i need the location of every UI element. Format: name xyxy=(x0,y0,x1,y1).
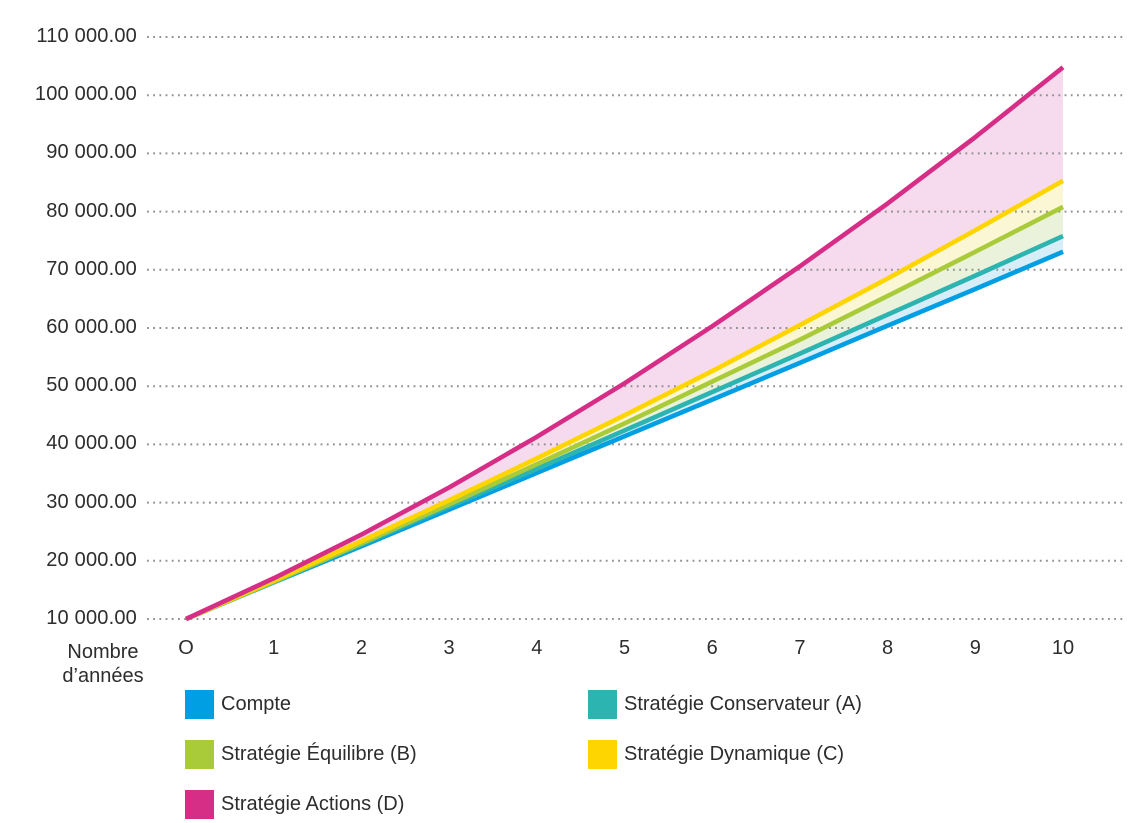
x-tick-label: 7 xyxy=(794,637,806,659)
x-tick-label: 3 xyxy=(443,637,455,659)
legend: Compte Stratégie Conservateur (A) Stratégi… xyxy=(185,690,862,819)
legend-item-compte: Compte xyxy=(185,690,588,719)
x-tick-label: 1 xyxy=(268,637,280,659)
y-tick-label: 80 000.00 xyxy=(46,199,137,222)
x-tick-label: 9 xyxy=(969,637,981,659)
legend-label: Stratégie Dynamique (C) xyxy=(624,743,845,765)
legend-label: Compte xyxy=(221,693,292,715)
legend-swatch-compte xyxy=(185,690,214,719)
legend-swatch-conservateur xyxy=(588,690,617,719)
x-tick-label: O xyxy=(178,637,194,659)
y-tick-label: 70 000.00 xyxy=(46,257,137,280)
legend-swatch-equilibre xyxy=(185,740,214,769)
y-tick-label: 50 000.00 xyxy=(46,374,137,397)
legend-label: Stratégie Actions (D) xyxy=(221,793,405,815)
series-line-dynamique xyxy=(185,178,1065,622)
x-tick-label: 4 xyxy=(531,637,543,659)
legend-swatch-dynamique xyxy=(588,740,617,769)
legend-item-conservateur: Stratégie Conservateur (A) xyxy=(588,690,862,719)
y-tick-label: 110 000.00 xyxy=(36,25,137,47)
x-tick-label: 5 xyxy=(618,637,631,659)
x-tick-label: 6 xyxy=(706,637,718,659)
x-tick-label: 2 xyxy=(355,637,367,659)
band-actions-dynamique xyxy=(186,67,1063,620)
y-tick-label: 20 000.00 xyxy=(46,548,137,571)
legend-label: Stratégie Équilibre (B) xyxy=(221,743,417,765)
series-line-actions xyxy=(185,65,1065,622)
y-tick-label: 100 000.00 xyxy=(34,83,137,106)
y-tick-label: 30 000.00 xyxy=(46,490,137,513)
y-tick-label: 60 000.00 xyxy=(46,316,137,338)
y-tick-label: 90 000.00 xyxy=(46,141,137,164)
x-tick-label: 10 xyxy=(1051,637,1075,659)
legend-item-equilibre: Stratégie Équilibre (B) xyxy=(185,740,588,769)
legend-item-actions: Stratégie Actions (D) xyxy=(185,790,588,819)
y-tick-label: 10 000.00 xyxy=(46,607,137,629)
x-axis-title: Nombre d’années xyxy=(62,641,144,687)
y-tick-label: 40 000.00 xyxy=(46,432,137,455)
x-tick-label: 8 xyxy=(882,637,894,659)
legend-swatch-actions xyxy=(185,790,214,819)
legend-label: Stratégie Conservateur (A) xyxy=(624,693,862,715)
legend-item-dynamique: Stratégie Dynamique (C) xyxy=(588,740,862,769)
